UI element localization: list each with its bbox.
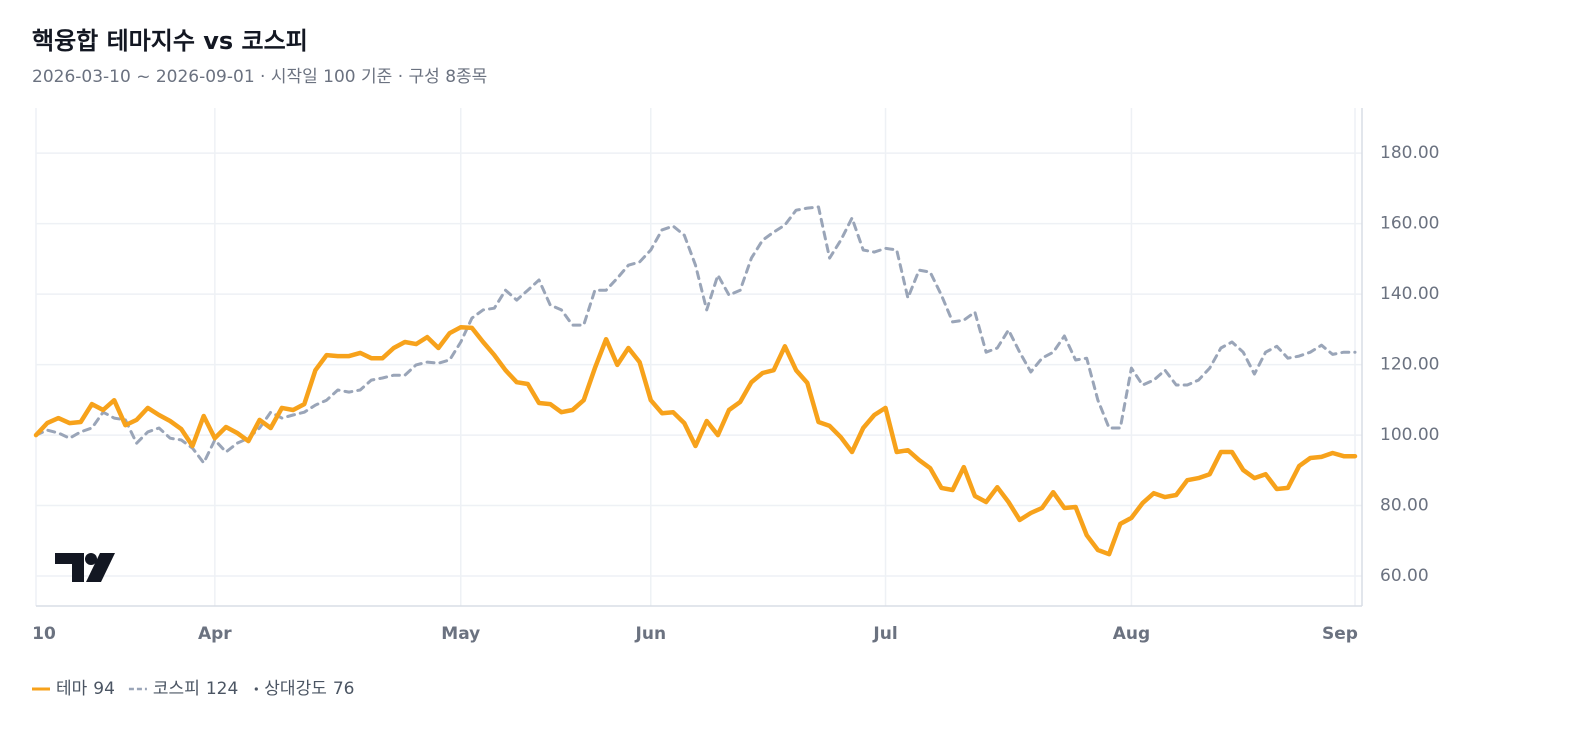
chart-subtitle: 2026-03-10 ~ 2026-09-01 · 시작일 100 기준 · 구… bbox=[32, 67, 487, 87]
series-line bbox=[34, 205, 1357, 465]
legend: 테마 94 코스피 124 상대강도 76 bbox=[32, 679, 355, 699]
x-tick-label: Jun bbox=[635, 624, 667, 644]
legend-label: 테마 bbox=[56, 679, 88, 699]
legend-value: 124 bbox=[206, 679, 238, 699]
y-tick-label: 80.00 bbox=[1380, 496, 1429, 516]
x-tick-label: May bbox=[441, 624, 480, 644]
grid bbox=[35, 108, 1362, 606]
series-line bbox=[33, 324, 1358, 557]
legend-value: 94 bbox=[93, 679, 115, 699]
y-tick-label: 160.00 bbox=[1380, 214, 1439, 234]
legend-separator bbox=[254, 687, 258, 691]
legend-label: 코스피 bbox=[153, 679, 200, 699]
relative-strength-label: 상대강도 bbox=[264, 679, 327, 699]
y-tick-label: 100.00 bbox=[1380, 425, 1439, 445]
y-tick-label: 60.00 bbox=[1380, 566, 1429, 586]
x-tick-label: Aug bbox=[1113, 624, 1150, 644]
x-tick-label: Jul bbox=[872, 624, 897, 644]
watermark-logo bbox=[55, 553, 115, 582]
y-tick-label: 120.00 bbox=[1380, 355, 1439, 375]
y-tick-label: 180.00 bbox=[1380, 143, 1439, 163]
x-tick-label: Sep bbox=[1322, 624, 1358, 644]
chart-title: 핵융합 테마지수 vs 코스피 bbox=[32, 27, 308, 55]
relative-strength-value: 76 bbox=[333, 679, 355, 699]
x-tick-label: 10 bbox=[32, 624, 56, 644]
plot bbox=[33, 205, 1358, 557]
y-tick-label: 140.00 bbox=[1380, 284, 1439, 304]
x-tick-label: Apr bbox=[198, 624, 232, 644]
